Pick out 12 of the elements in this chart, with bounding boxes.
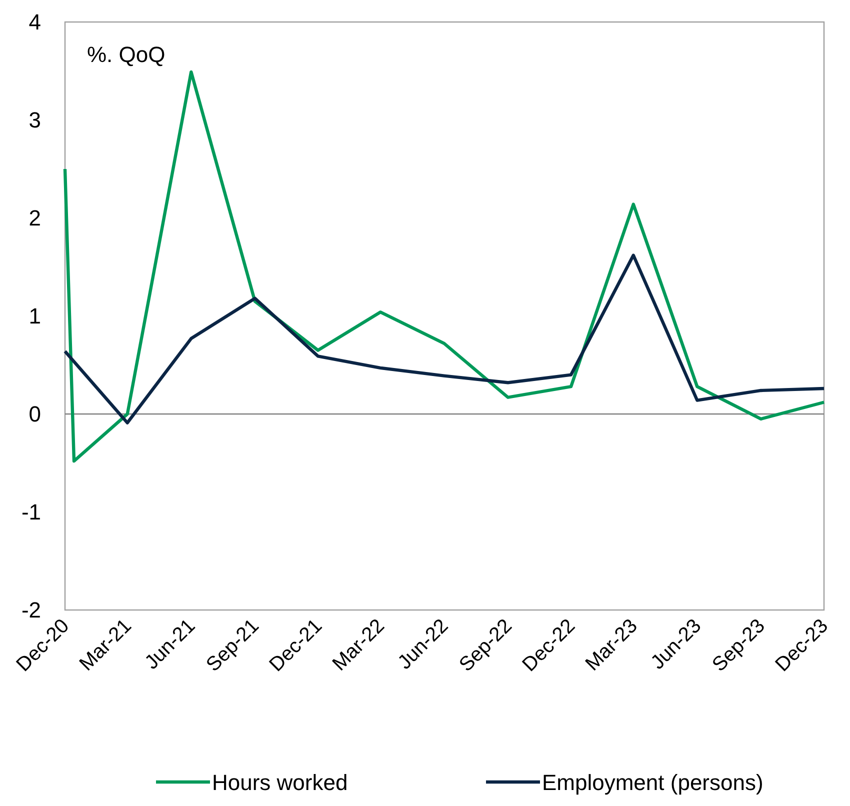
line-series [63, 70, 826, 463]
y-tick-label: -1 [21, 500, 41, 525]
annotation: %. QoQ [87, 42, 166, 67]
legend-label: Employment (persons) [542, 770, 764, 795]
y-tick-label: 0 [28, 402, 41, 427]
line-series [63, 254, 826, 424]
legend-label: Hours worked [212, 770, 348, 795]
y-tick-label: 1 [28, 304, 41, 329]
y-tick-label: 3 [28, 108, 41, 133]
y-tick-label: 4 [28, 10, 41, 35]
y-tick-label: -2 [21, 598, 41, 623]
y-tick-label: 2 [28, 206, 41, 231]
